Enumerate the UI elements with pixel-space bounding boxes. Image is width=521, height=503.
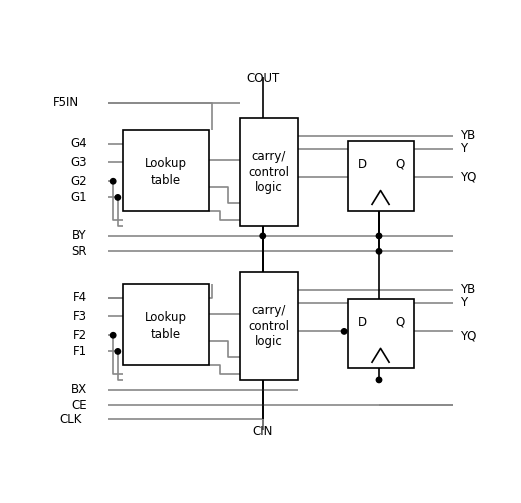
Text: Y: Y [461,296,467,309]
Text: carry/: carry/ [251,150,286,163]
Text: F4: F4 [73,291,87,304]
Text: CIN: CIN [253,425,273,438]
Text: D: D [357,316,366,328]
Text: BY: BY [72,229,87,242]
Text: F2: F2 [73,329,87,342]
Text: Q: Q [395,316,404,328]
Circle shape [115,349,120,354]
Circle shape [341,328,347,334]
Text: YB: YB [461,129,476,142]
Text: G2: G2 [70,175,87,188]
Text: logic: logic [255,181,282,194]
Text: Lookup: Lookup [145,157,187,170]
Text: table: table [151,175,181,187]
Text: COUT: COUT [246,72,279,85]
Text: YQ: YQ [461,329,477,343]
Circle shape [110,332,116,338]
Text: YB: YB [461,283,476,296]
Text: BX: BX [71,383,87,396]
Text: G4: G4 [70,137,87,150]
Text: logic: logic [255,335,282,348]
Text: CE: CE [71,399,87,412]
Bar [123,130,208,211]
Bar [348,299,414,368]
Bar [240,118,297,226]
Text: D: D [357,158,366,171]
Bar [348,141,414,211]
Bar [240,272,297,380]
Text: carry/: carry/ [251,304,286,317]
Circle shape [115,195,120,200]
Text: table: table [151,328,181,342]
Text: SR: SR [71,245,87,258]
Circle shape [260,233,266,238]
Circle shape [376,233,382,238]
Circle shape [110,179,116,184]
Bar [123,284,208,365]
Text: F3: F3 [73,309,87,322]
Text: Q: Q [395,158,404,171]
Circle shape [376,377,382,383]
Text: YQ: YQ [461,171,477,184]
Circle shape [376,248,382,254]
Text: CLK: CLK [60,412,82,426]
Text: control: control [248,319,289,332]
Text: G3: G3 [70,155,87,169]
Text: control: control [248,165,289,179]
Text: G1: G1 [70,191,87,204]
Text: F1: F1 [73,345,87,358]
Text: F5IN: F5IN [53,96,79,109]
Text: Y: Y [461,142,467,155]
Text: Lookup: Lookup [145,311,187,324]
